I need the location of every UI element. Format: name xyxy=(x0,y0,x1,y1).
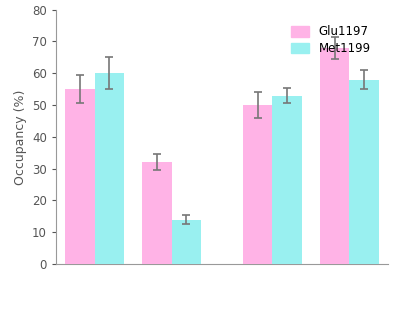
Bar xyxy=(95,73,124,264)
Bar xyxy=(172,220,201,264)
Bar xyxy=(243,105,272,264)
Bar xyxy=(272,96,302,264)
Y-axis label: Occupancy (%): Occupancy (%) xyxy=(14,89,26,185)
Bar xyxy=(320,48,349,264)
Bar xyxy=(142,162,172,264)
Bar xyxy=(65,89,95,264)
Bar xyxy=(349,80,379,264)
Legend: Glu1197, Met1199: Glu1197, Met1199 xyxy=(287,21,376,60)
